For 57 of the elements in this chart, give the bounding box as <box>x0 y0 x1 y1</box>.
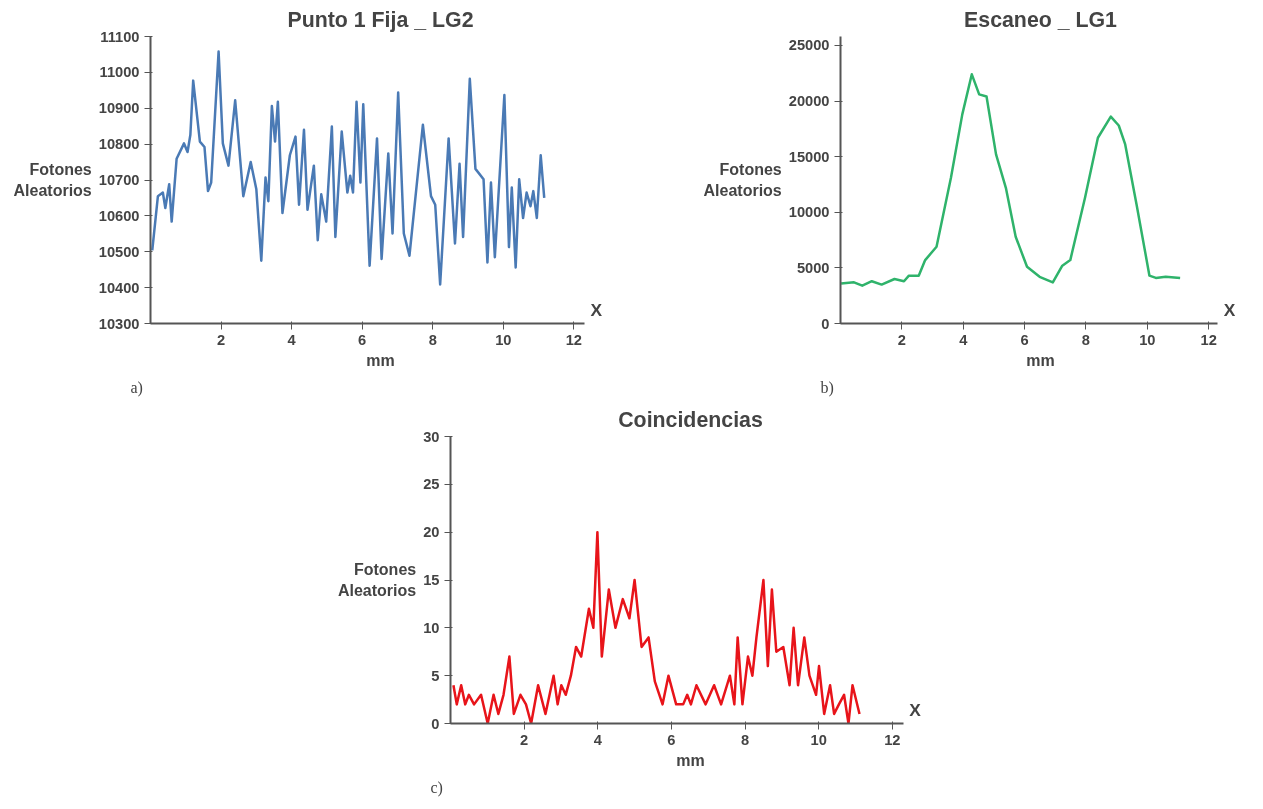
chart-title: Punto 1 Fija _ LG2 <box>287 7 474 32</box>
x-tick-label: 6 <box>358 331 367 348</box>
x-tick-label: 2 <box>216 331 226 348</box>
line-series <box>840 73 1182 287</box>
y-tick-label: 10 <box>423 619 440 636</box>
x-tick-label: 8 <box>1081 331 1091 348</box>
y-tick-label: 10800 <box>98 136 140 153</box>
y-tick-label: 30 <box>423 428 440 445</box>
x-tick-label: 4 <box>287 331 297 348</box>
x-tick-label: 10 <box>1139 331 1156 348</box>
text: a) <box>130 378 143 397</box>
x-tick-label: 6 <box>1020 331 1029 348</box>
y-tick-label: 15 <box>423 572 440 588</box>
y-tick-label: 10500 <box>98 243 140 260</box>
y-tick-label: 10300 <box>98 315 140 332</box>
y-tick-label: 11100 <box>100 28 140 45</box>
text: X <box>590 299 603 320</box>
y-tick-label: 10000 <box>788 204 830 221</box>
x-tick-label: 2 <box>520 731 529 748</box>
x-tick-label: 10 <box>495 331 512 348</box>
x-tick-label: 4 <box>593 731 603 748</box>
y-tick-label: 5 <box>431 667 440 684</box>
y-tick-label: 0 <box>821 315 830 332</box>
text: X <box>909 699 922 720</box>
line-series <box>151 50 546 286</box>
y-axis-title: Fotones Aleatorios <box>703 161 782 199</box>
y-tick-label: 25 <box>423 476 440 493</box>
x-tick-label: 12 <box>1200 331 1217 348</box>
y-tick-label: 0 <box>431 715 440 732</box>
chart-title: Escaneo _ LG1 <box>964 7 1118 32</box>
x-axis-title: mm <box>1026 351 1055 369</box>
x-tick-label: 6 <box>667 731 676 748</box>
x-axis-title: mm <box>676 751 705 769</box>
x-axis-title: mm <box>366 351 395 369</box>
line-series <box>452 530 861 724</box>
y-tick-label: 15000 <box>788 148 830 165</box>
x-tick-label: 4 <box>959 331 969 348</box>
x-tick-label: 8 <box>740 731 750 748</box>
y-tick-label: 5000 <box>796 259 830 276</box>
y-tick-label: 11000 <box>99 64 140 81</box>
chart-title: Coincidencias <box>618 407 763 432</box>
y-tick-label: 20 <box>423 524 440 541</box>
text: c) <box>430 778 443 797</box>
y-axis-title: Fotones Aleatorios <box>13 161 92 199</box>
x-tick-label: 12 <box>884 731 901 748</box>
x-tick-label: 8 <box>428 331 437 348</box>
y-tick-label: 10400 <box>98 279 140 296</box>
text: X <box>1223 299 1236 320</box>
y-tick-label: 10700 <box>98 172 140 188</box>
y-tick-label: 20000 <box>788 93 830 110</box>
x-tick-label: 12 <box>565 331 583 348</box>
y-tick-label: 25000 <box>788 37 830 54</box>
y-tick-label: 10900 <box>98 100 140 117</box>
text: b) <box>820 378 834 397</box>
y-axis-title: Fotones Aleatorios <box>337 561 417 599</box>
y-tick-label: 10600 <box>98 207 140 224</box>
x-tick-label: 2 <box>897 331 906 348</box>
